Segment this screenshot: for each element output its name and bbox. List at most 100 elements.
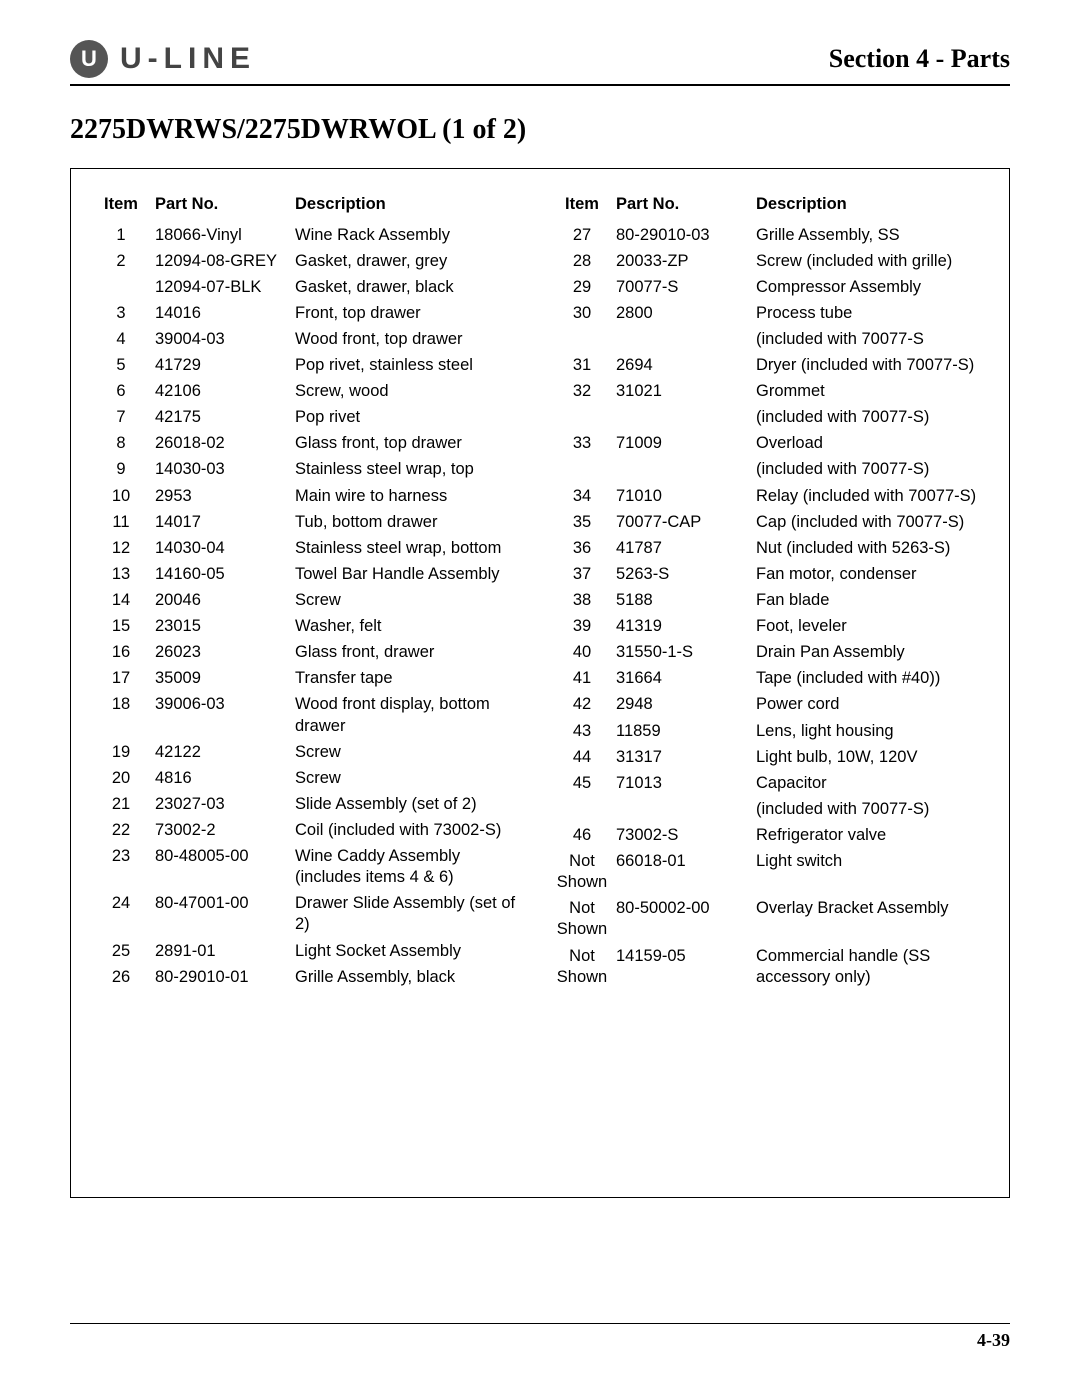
cell-item: 2 <box>93 248 155 274</box>
cell-desc: (included with 70077-S) <box>756 796 987 822</box>
cell-item: 38 <box>554 588 616 614</box>
cell-item: 11 <box>93 509 155 535</box>
cell-desc: Commercial handle (SS accessory only) <box>756 943 987 990</box>
cell-item: 30 <box>554 300 616 326</box>
table-row: 1114017Tub, bottom drawer <box>93 509 526 535</box>
table-row: 826018-02Glass front, top drawer <box>93 431 526 457</box>
cell-desc: Grommet <box>756 379 987 405</box>
cell-item <box>554 796 616 822</box>
col-header-desc: Description <box>295 195 526 222</box>
cell-item: 20 <box>93 765 155 791</box>
cell-part: 71010 <box>616 483 756 509</box>
table-row: 212094-08-GREYGasket, drawer, grey <box>93 248 526 274</box>
table-row: 1735009Transfer tape <box>93 666 526 692</box>
cell-item: 5 <box>93 353 155 379</box>
cell-item: 19 <box>93 739 155 765</box>
cell-item: 40 <box>554 640 616 666</box>
cell-part: 4816 <box>155 765 295 791</box>
cell-part: 2953 <box>155 483 295 509</box>
cell-item: 16 <box>93 640 155 666</box>
cell-part <box>616 457 756 483</box>
cell-part: 42175 <box>155 405 295 431</box>
cell-part: 80-48005-00 <box>155 844 295 891</box>
cell-item: 43 <box>554 718 616 744</box>
cell-desc: Relay (included with 70077-S) <box>756 483 987 509</box>
cell-desc: Compressor Assembly <box>756 274 987 300</box>
cell-item: 41 <box>554 666 616 692</box>
table-row: 2123027-03Slide Assembly (set of 2) <box>93 791 526 817</box>
brand-name: U-LINE <box>120 42 256 76</box>
table-row: 4673002-SRefrigerator valve <box>554 823 987 849</box>
cell-part: 41787 <box>616 535 756 561</box>
cell-desc: Glass front, drawer <box>295 640 526 666</box>
cell-desc: Grille Assembly, black <box>295 964 526 990</box>
cell-part: 14017 <box>155 509 295 535</box>
cell-part: 31317 <box>616 744 756 770</box>
table-row: (included with 70077-S) <box>554 457 987 483</box>
table-row: 642106Screw, wood <box>93 379 526 405</box>
cell-part: 80-47001-00 <box>155 891 295 938</box>
cell-desc: Transfer tape <box>295 666 526 692</box>
cell-desc: (included with 70077-S) <box>756 457 987 483</box>
table-row: 375263-SFan motor, condenser <box>554 561 987 587</box>
cell-part: 80-29010-03 <box>616 222 756 248</box>
page-title: 2275DWRWS/2275DWRWOL (1 of 2) <box>70 114 1010 146</box>
table-row: (included with 70077-S) <box>554 405 987 431</box>
cell-desc: Capacitor <box>756 770 987 796</box>
cell-desc: Nut (included with 5263-S) <box>756 535 987 561</box>
cell-desc: Wood front, top drawer <box>295 326 526 352</box>
cell-part: 12094-08-GREY <box>155 248 295 274</box>
table-row: 314016Front, top drawer <box>93 300 526 326</box>
cell-desc: Gasket, drawer, grey <box>295 248 526 274</box>
cell-item: 39 <box>554 614 616 640</box>
cell-part: 31021 <box>616 379 756 405</box>
table-row: 3231021Grommet <box>554 379 987 405</box>
cell-desc: Coil (included with 73002-S) <box>295 818 526 844</box>
cell-desc: Refrigerator valve <box>756 823 987 849</box>
cell-desc: Wood front display, bottom drawer <box>295 692 526 739</box>
cell-item: 7 <box>93 405 155 431</box>
col-header-item: Item <box>93 195 155 222</box>
cell-part: 23015 <box>155 614 295 640</box>
cell-part: 2948 <box>616 692 756 718</box>
table-row: 12094-07-BLKGasket, drawer, black <box>93 274 526 300</box>
table-row: 541729Pop rivet, stainless steel <box>93 353 526 379</box>
cell-part: 41729 <box>155 353 295 379</box>
cell-desc: Stainless steel wrap, top <box>295 457 526 483</box>
cell-part: 20033-ZP <box>616 248 756 274</box>
table-row: 385188Fan blade <box>554 588 987 614</box>
cell-desc: Slide Assembly (set of 2) <box>295 791 526 817</box>
table-row: 3641787Nut (included with 5263-S) <box>554 535 987 561</box>
parts-table-box: Item Part No. Description 118066-VinylWi… <box>70 168 1010 1198</box>
table-row: 4131664Tape (included with #40)) <box>554 666 987 692</box>
cell-part: 39004-03 <box>155 326 295 352</box>
cell-part: 2891-01 <box>155 938 295 964</box>
cell-part: 26018-02 <box>155 431 295 457</box>
cell-item: 6 <box>93 379 155 405</box>
cell-desc: Fan motor, condenser <box>756 561 987 587</box>
cell-part: 80-50002-00 <box>616 896 756 943</box>
cell-item: 22 <box>93 818 155 844</box>
cell-part: 71013 <box>616 770 756 796</box>
cell-part: 31550-1-S <box>616 640 756 666</box>
cell-part: 14030-04 <box>155 535 295 561</box>
cell-item <box>93 274 155 300</box>
table-row: 3471010Relay (included with 70077-S) <box>554 483 987 509</box>
cell-part: 73002-2 <box>155 818 295 844</box>
cell-desc: Screw <box>295 739 526 765</box>
cell-item: 26 <box>93 964 155 990</box>
cell-desc: Washer, felt <box>295 614 526 640</box>
table-row: 3371009Overload <box>554 431 987 457</box>
cell-item: 34 <box>554 483 616 509</box>
cell-part: 66018-01 <box>616 849 756 896</box>
section-label: Section 4 - Parts <box>829 44 1010 74</box>
table-row: Not Shown66018-01Light switch <box>554 849 987 896</box>
cell-desc: Tape (included with #40)) <box>756 666 987 692</box>
cell-desc: Fan blade <box>756 588 987 614</box>
cell-item: 23 <box>93 844 155 891</box>
cell-part: 42122 <box>155 739 295 765</box>
cell-part <box>616 796 756 822</box>
table-row: 2680-29010-01Grille Assembly, black <box>93 964 526 990</box>
parts-table-left: Item Part No. Description 118066-VinylWi… <box>93 195 526 990</box>
cell-part: 73002-S <box>616 823 756 849</box>
